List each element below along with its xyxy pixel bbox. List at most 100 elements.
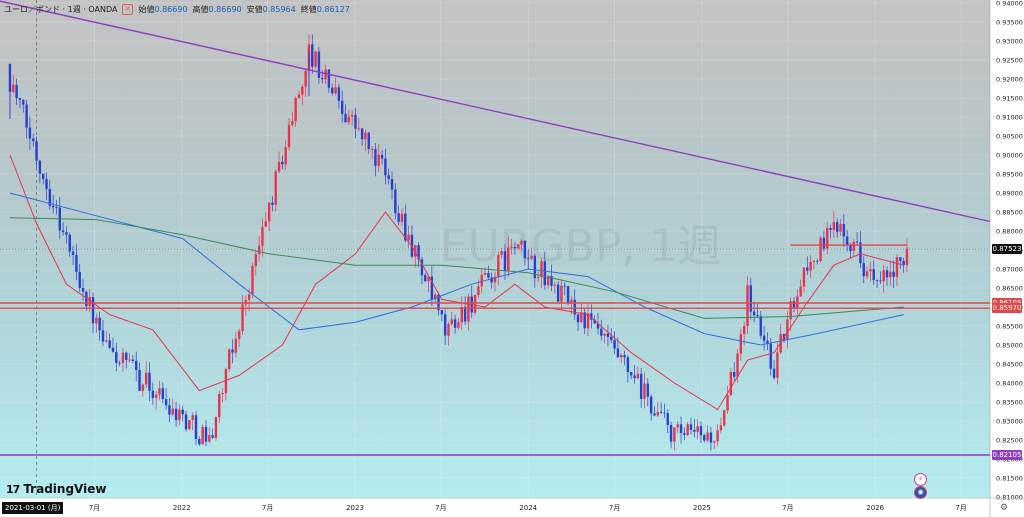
candle-body	[517, 244, 520, 249]
candle-body	[616, 348, 620, 358]
candle-body	[852, 241, 855, 251]
candle-body	[623, 355, 626, 358]
candle-body	[387, 175, 390, 179]
y-tick-label: 0.92000	[996, 76, 1023, 84]
candle-body	[826, 227, 829, 249]
candle-body	[148, 372, 151, 391]
candle-body	[467, 296, 470, 322]
candle-body	[699, 426, 703, 436]
candle-body	[108, 340, 111, 348]
candle-body	[490, 277, 493, 283]
candle-body	[45, 179, 48, 190]
x-tick-label: 7月	[89, 504, 100, 512]
candle-body	[855, 241, 859, 243]
candle-body	[241, 304, 244, 332]
candle-body	[865, 271, 869, 277]
y-tick-label: 0.89000	[996, 190, 1023, 198]
y-tick-label: 0.81500	[996, 475, 1023, 483]
candle-body	[716, 430, 719, 442]
candle-body	[32, 138, 35, 142]
candle-body	[530, 255, 533, 259]
low-support-price-label: 0.82105	[992, 450, 1022, 460]
current-price-label: 0.87523	[992, 244, 1022, 255]
candle-body	[812, 260, 816, 262]
candle-body	[762, 335, 766, 341]
candle-body	[181, 409, 184, 415]
candle-body	[593, 319, 596, 324]
candle-body	[679, 424, 683, 434]
tradingview-logo[interactable]: 17 TradingView	[6, 482, 106, 496]
candle-body	[427, 276, 430, 282]
candle-body	[696, 426, 699, 432]
y-tick-label: 0.86500	[996, 285, 1023, 293]
candle-body	[228, 349, 231, 369]
candle-body	[460, 306, 463, 323]
candle-body	[261, 226, 264, 246]
candle-body	[709, 432, 713, 443]
candle-body	[204, 426, 208, 442]
candle-body	[882, 270, 885, 282]
candle-body	[457, 322, 460, 328]
candle-body	[131, 359, 135, 361]
symbol-title[interactable]: ユーロ／ポンド · 1週 · OANDA	[4, 5, 118, 14]
symbol-legend[interactable]: ユーロ／ポンド · 1週 · OANDA ✕ 始値0.86690 高値0.866…	[4, 4, 350, 15]
candle-body	[178, 409, 181, 421]
event-flag-icon[interactable]: ◉	[914, 486, 927, 499]
gear-icon[interactable]: ⚙	[999, 503, 1009, 513]
alert-marker-icon[interactable]: ⚡	[914, 473, 927, 486]
candle-body	[138, 369, 141, 391]
candle-body	[766, 340, 769, 344]
candle-body	[22, 99, 25, 105]
candle-body	[603, 333, 606, 336]
moving-average-line	[9, 192, 904, 346]
candle-body	[796, 296, 799, 308]
candle-body	[154, 394, 158, 398]
candle-body	[563, 285, 566, 287]
candle-body	[463, 306, 467, 322]
candle-body	[686, 424, 689, 436]
close-icon[interactable]: ✕	[122, 4, 134, 15]
candle-body	[829, 227, 832, 230]
candle-body	[81, 288, 85, 292]
candle-body	[121, 352, 125, 364]
y-tick-label: 0.83000	[996, 418, 1023, 426]
candle-body	[507, 247, 510, 271]
tradingview-mark-icon: 17	[6, 482, 20, 496]
y-tick-label: 0.89500	[996, 171, 1023, 179]
y-tick-label: 0.93500	[996, 19, 1023, 27]
y-tick-label: 0.90500	[996, 133, 1023, 141]
candle-body	[68, 234, 71, 252]
candle-body	[606, 333, 610, 337]
candle-body	[487, 272, 490, 278]
candle-body	[15, 84, 18, 99]
candle-body	[879, 280, 882, 282]
candle-body	[440, 310, 444, 315]
candle-body	[676, 424, 679, 428]
candle-body	[95, 317, 98, 324]
candle-body	[583, 312, 586, 329]
candle-body	[35, 141, 38, 161]
candle-body	[736, 353, 739, 377]
candle-body	[397, 213, 400, 222]
candle-body	[809, 261, 812, 271]
support-price-label-upper: 0.86105	[992, 298, 1022, 308]
candle-body	[267, 202, 271, 222]
candle-body	[281, 161, 284, 165]
candle-body	[171, 408, 174, 415]
ohlc-low: 安値0.85964	[246, 5, 296, 14]
y-tick-label: 0.84000	[996, 380, 1023, 388]
moving-average-line	[9, 217, 904, 319]
candle-body	[55, 207, 58, 209]
candle-body	[184, 414, 188, 430]
candle-body	[144, 372, 148, 385]
candle-body	[25, 104, 28, 128]
candle-body	[560, 285, 563, 302]
candle-body	[251, 266, 254, 295]
y-tick-label: 0.91500	[996, 95, 1023, 103]
candle-body	[723, 410, 726, 426]
candle-body	[500, 251, 503, 255]
candle-body	[776, 352, 779, 378]
candle-body	[639, 373, 643, 399]
y-tick-label: 0.84500	[996, 361, 1023, 369]
